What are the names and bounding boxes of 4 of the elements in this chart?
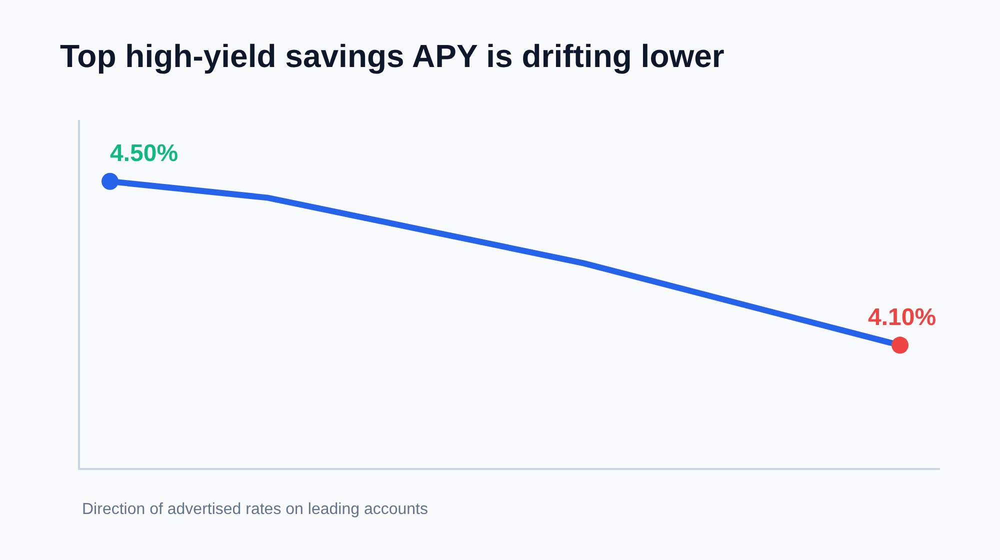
data-label: 4.10%: [868, 304, 936, 331]
chart-title: Top high-yield savings APY is drifting lower: [60, 38, 724, 74]
text: Direction of advertised rates on leading accounts: [82, 501, 428, 518]
data-label: 4.50%: [110, 140, 178, 167]
